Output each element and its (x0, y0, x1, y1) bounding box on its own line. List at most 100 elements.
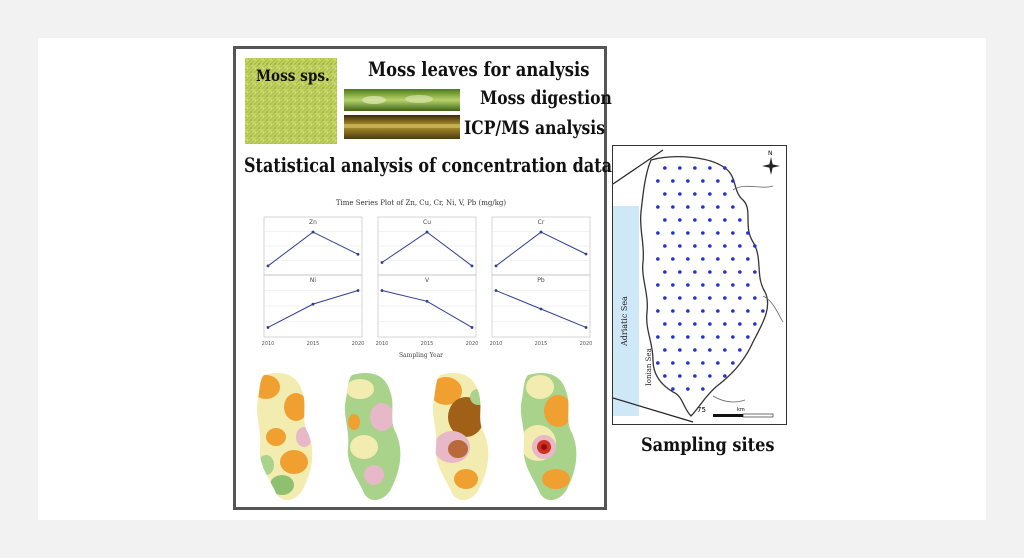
moss-leaves-photo (344, 89, 460, 111)
data-point (266, 326, 270, 329)
sampling-site-point (678, 374, 682, 378)
x-tick-label: 2010 (490, 341, 503, 347)
sampling-site-point (746, 309, 750, 313)
sampling-site-point (663, 192, 667, 196)
sampling-site-point (678, 166, 682, 170)
site-count-label: 75 (697, 406, 706, 414)
sampling-site-point (701, 179, 705, 183)
sampling-site-point (686, 231, 690, 235)
series-label: V (425, 277, 430, 284)
north-label: N (768, 150, 773, 157)
contour-map-2 (344, 372, 401, 501)
sampling-site-point (716, 309, 720, 313)
sampling-site-point (656, 231, 660, 235)
contour-map-4 (520, 372, 577, 501)
sampling-site-point (686, 309, 690, 313)
sampling-site-point (716, 335, 720, 339)
sampling-site-point (663, 270, 667, 274)
sampling-site-point (708, 218, 712, 222)
sampling-site-point (701, 387, 705, 391)
time-series-chart: Time Series Plot of Zn, Cu, Cr, Ni, V, P… (242, 197, 600, 375)
sampling-site-point (678, 244, 682, 248)
sampling-site-point (716, 231, 720, 235)
sampling-site-point (693, 218, 697, 222)
sampling-site-point (708, 166, 712, 170)
sampling-site-point (671, 309, 675, 313)
data-point (584, 326, 588, 329)
sampling-site-point (693, 322, 697, 326)
sampling-sites-caption: Sampling sites (641, 434, 775, 456)
contour-map-1 (256, 372, 313, 501)
sampling-sites-map: N Adriatic Sea Ionian Sea km 75 (612, 145, 787, 425)
sampling-site-point (693, 166, 697, 170)
sampling-site-point (686, 257, 690, 261)
sampling-site-point (686, 335, 690, 339)
data-point (584, 252, 588, 256)
sampling-site-point (761, 309, 765, 313)
sampling-site-point (723, 322, 727, 326)
data-point (494, 289, 498, 292)
sampling-site-point (678, 322, 682, 326)
sampling-site-point (723, 374, 727, 378)
data-point (539, 230, 543, 234)
x-tick-label: 2015 (307, 341, 320, 347)
sampling-site-point (656, 257, 660, 261)
x-tick-label: 2020 (352, 341, 365, 347)
sampling-site-point (678, 348, 682, 352)
sampling-site-point (723, 296, 727, 300)
sampling-site-point (731, 335, 735, 339)
sampling-site-point (708, 374, 712, 378)
sampling-site-point (701, 283, 705, 287)
moss-digestion-label: Moss digestion (480, 87, 612, 109)
sampling-site-point (678, 296, 682, 300)
sampling-site-point (738, 218, 742, 222)
sampling-site-point (663, 296, 667, 300)
sampling-site-point (663, 322, 667, 326)
series-line (267, 231, 359, 267)
sampling-site-point (746, 231, 750, 235)
sampling-site-point (746, 257, 750, 261)
sampling-site-point (731, 361, 735, 365)
scale-label: km (737, 407, 745, 413)
sampling-site-point (686, 283, 690, 287)
x-tick-label: 2010 (376, 341, 389, 347)
series-label: Pb (537, 277, 545, 284)
series-label: Zn (309, 219, 317, 226)
sampling-site-point (701, 205, 705, 209)
data-point (356, 289, 360, 292)
sampling-site-point (701, 309, 705, 313)
sampling-site-point (716, 179, 720, 183)
digestion-photo (344, 115, 460, 139)
sampling-site-point (686, 387, 690, 391)
sampling-site-point (671, 179, 675, 183)
sampling-site-point (663, 244, 667, 248)
sampling-site-point (731, 283, 735, 287)
sampling-site-point (678, 270, 682, 274)
sampling-site-point (716, 257, 720, 261)
sampling-site-point (686, 179, 690, 183)
albania-outline (639, 156, 769, 417)
data-point (470, 326, 474, 329)
statistical-analysis-label: Statistical analysis of concentration da… (244, 153, 612, 177)
sampling-site-point (656, 361, 660, 365)
sampling-site-point (716, 283, 720, 287)
sampling-site-point (701, 335, 705, 339)
data-point (470, 264, 474, 268)
sampling-site-point (656, 335, 660, 339)
sampling-site-point (753, 322, 757, 326)
sampling-site-point (753, 270, 757, 274)
x-tick-label: 2010 (262, 341, 275, 347)
sampling-site-point (723, 218, 727, 222)
sampling-site-point (701, 361, 705, 365)
x-tick-label: 2015 (535, 341, 548, 347)
sampling-site-point (746, 283, 750, 287)
sampling-site-point (716, 361, 720, 365)
ionian-sea-label: Ionian Sea (645, 348, 653, 386)
sampling-site-point (731, 231, 735, 235)
north-arrow-icon (762, 157, 780, 175)
data-point (539, 307, 543, 311)
series-label: Cu (423, 219, 431, 226)
data-point (494, 264, 498, 268)
sampling-site-point (738, 244, 742, 248)
chart-title: Time Series Plot of Zn, Cu, Cr, Ni, V, P… (336, 199, 507, 207)
